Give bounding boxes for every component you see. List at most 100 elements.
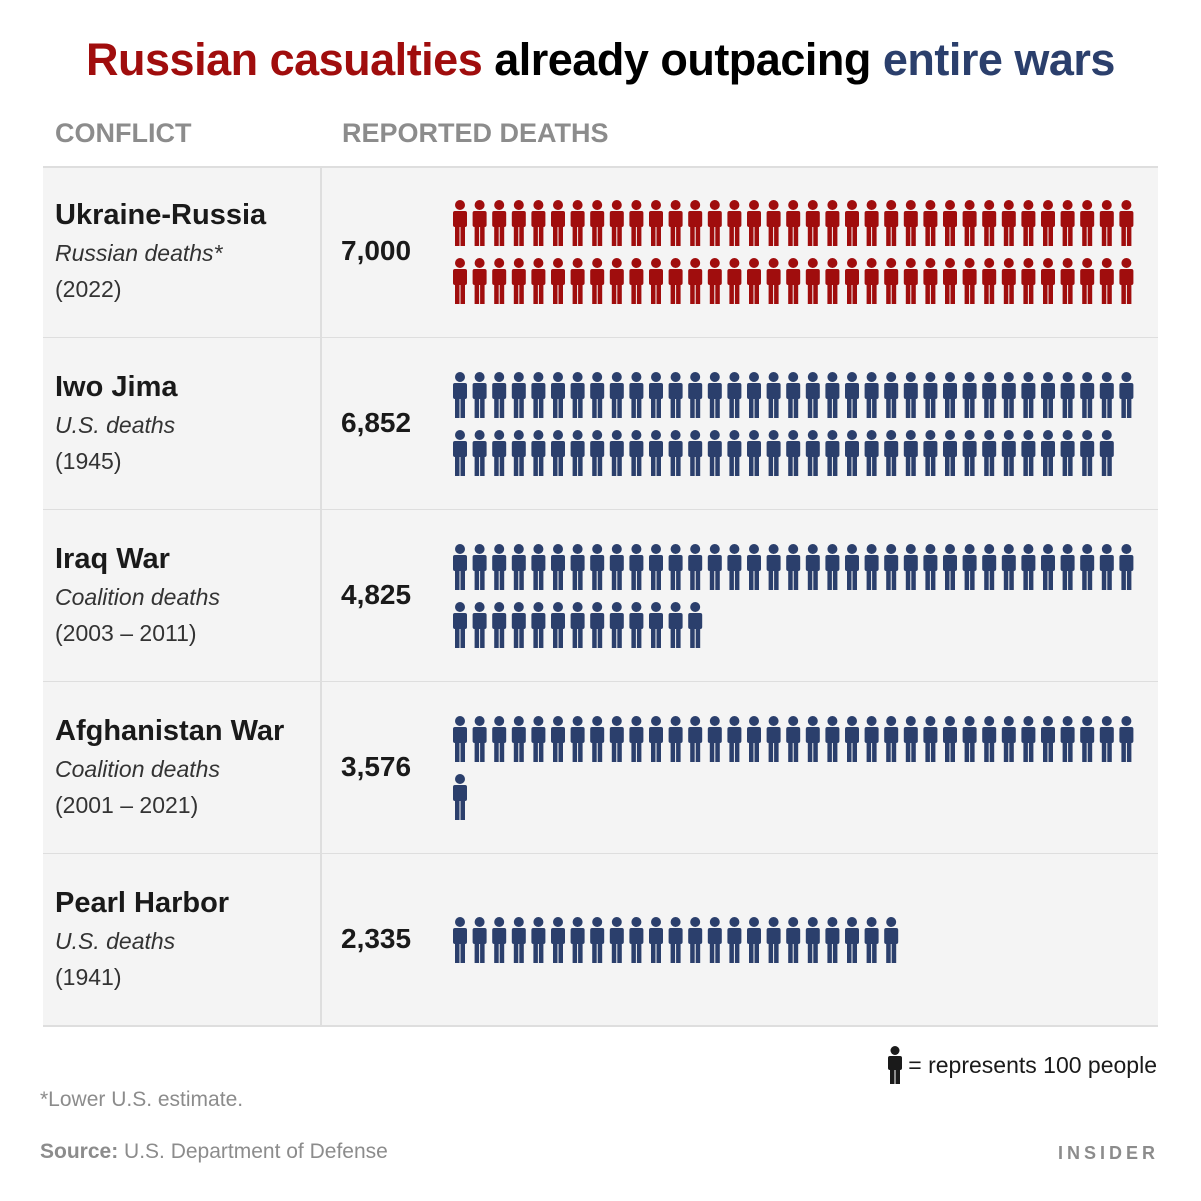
person-icon [825, 917, 840, 963]
person-icon [923, 544, 938, 590]
person-icon [982, 200, 997, 246]
source-label: Source: [40, 1140, 119, 1163]
person-icon [1119, 200, 1134, 246]
person-icon [766, 372, 781, 418]
conflict-subtitle: U.S. deaths [55, 412, 176, 438]
source-line: Source: U.S. Department of Defense [40, 1140, 388, 1164]
person-icon [668, 544, 683, 590]
person-icon [1099, 716, 1114, 762]
legend-text: = represents 100 people [908, 1051, 1157, 1078]
person-icon [845, 716, 859, 762]
person-icon [453, 917, 467, 963]
person-icon [864, 372, 879, 418]
person-icon [884, 917, 899, 963]
person-icon [786, 258, 801, 304]
person-icon [962, 430, 977, 476]
person-icon [570, 544, 585, 590]
person-icon [766, 430, 781, 476]
person-icon [688, 430, 703, 476]
person-icon [1060, 716, 1075, 762]
person-icon [884, 372, 899, 418]
person-icon [668, 602, 683, 648]
person-icon [766, 716, 781, 762]
person-icon [492, 258, 507, 304]
person-icon [923, 258, 938, 304]
person-icon [707, 200, 722, 246]
title-highlight-blue: entire wars [882, 34, 1116, 85]
person-icon [472, 372, 487, 418]
person-icon [805, 372, 820, 418]
conflict-subtitle: Russian deaths* [55, 240, 223, 266]
person-icon [531, 716, 546, 762]
person-icon [727, 200, 742, 246]
person-icon [472, 544, 487, 590]
person-icon [786, 372, 801, 418]
person-icon [570, 372, 585, 418]
person-icon [845, 258, 859, 304]
person-icon [551, 716, 565, 762]
person-icon [1080, 258, 1095, 304]
person-icon [453, 544, 467, 590]
person-icon [747, 544, 761, 590]
title-middle: already outpacing [482, 34, 883, 85]
person-icon [668, 372, 683, 418]
person-icon [962, 258, 977, 304]
person-icon [786, 917, 801, 963]
person-icon [629, 917, 644, 963]
person-icon [688, 200, 703, 246]
person-icon [884, 200, 899, 246]
person-icon [1041, 372, 1055, 418]
person-icon [707, 917, 722, 963]
person-icon [629, 602, 644, 648]
person-icon [923, 716, 938, 762]
person-icon [903, 258, 918, 304]
person-icon [727, 716, 742, 762]
person-icon [903, 716, 918, 762]
person-icon [1021, 372, 1036, 418]
person-icon [786, 430, 801, 476]
person-icon [453, 716, 467, 762]
person-icon [590, 258, 605, 304]
person-icon [668, 430, 683, 476]
person-icon [825, 258, 840, 304]
person-icon [805, 258, 820, 304]
brand-logo: INSIDER [1057, 1143, 1159, 1163]
person-icon [766, 258, 781, 304]
conflict-name: Pearl Harbor [55, 887, 230, 919]
conflict-name: Ukraine-Russia [55, 199, 267, 231]
person-icon [649, 917, 663, 963]
person-icon [590, 430, 605, 476]
person-icon [864, 430, 879, 476]
person-icon [1080, 430, 1095, 476]
person-icon [747, 200, 761, 246]
person-icon [453, 774, 467, 820]
person-icon [649, 602, 663, 648]
person-icon [492, 544, 507, 590]
person-icon [531, 430, 546, 476]
person-icon [962, 200, 977, 246]
person-icon [629, 372, 644, 418]
person-icon [707, 258, 722, 304]
conflict-subtitle: U.S. deaths [55, 928, 176, 954]
person-icon [609, 430, 624, 476]
person-icon [845, 544, 859, 590]
person-icon [943, 200, 957, 246]
person-icon [1041, 258, 1055, 304]
icon-array [453, 917, 899, 963]
person-icon [609, 258, 624, 304]
person-icon [747, 430, 761, 476]
icon-array [453, 372, 1134, 476]
conflict-years: (1945) [55, 448, 122, 474]
person-icon [629, 544, 644, 590]
person-icon [1001, 258, 1016, 304]
person-icon [453, 200, 467, 246]
person-icon [845, 200, 859, 246]
person-icon [766, 917, 781, 963]
person-icon [864, 258, 879, 304]
row-divider [43, 1025, 1158, 1027]
person-icon [1119, 372, 1134, 418]
person-icon [805, 544, 820, 590]
person-icon [609, 917, 624, 963]
person-icon [551, 430, 565, 476]
person-icon [864, 716, 879, 762]
